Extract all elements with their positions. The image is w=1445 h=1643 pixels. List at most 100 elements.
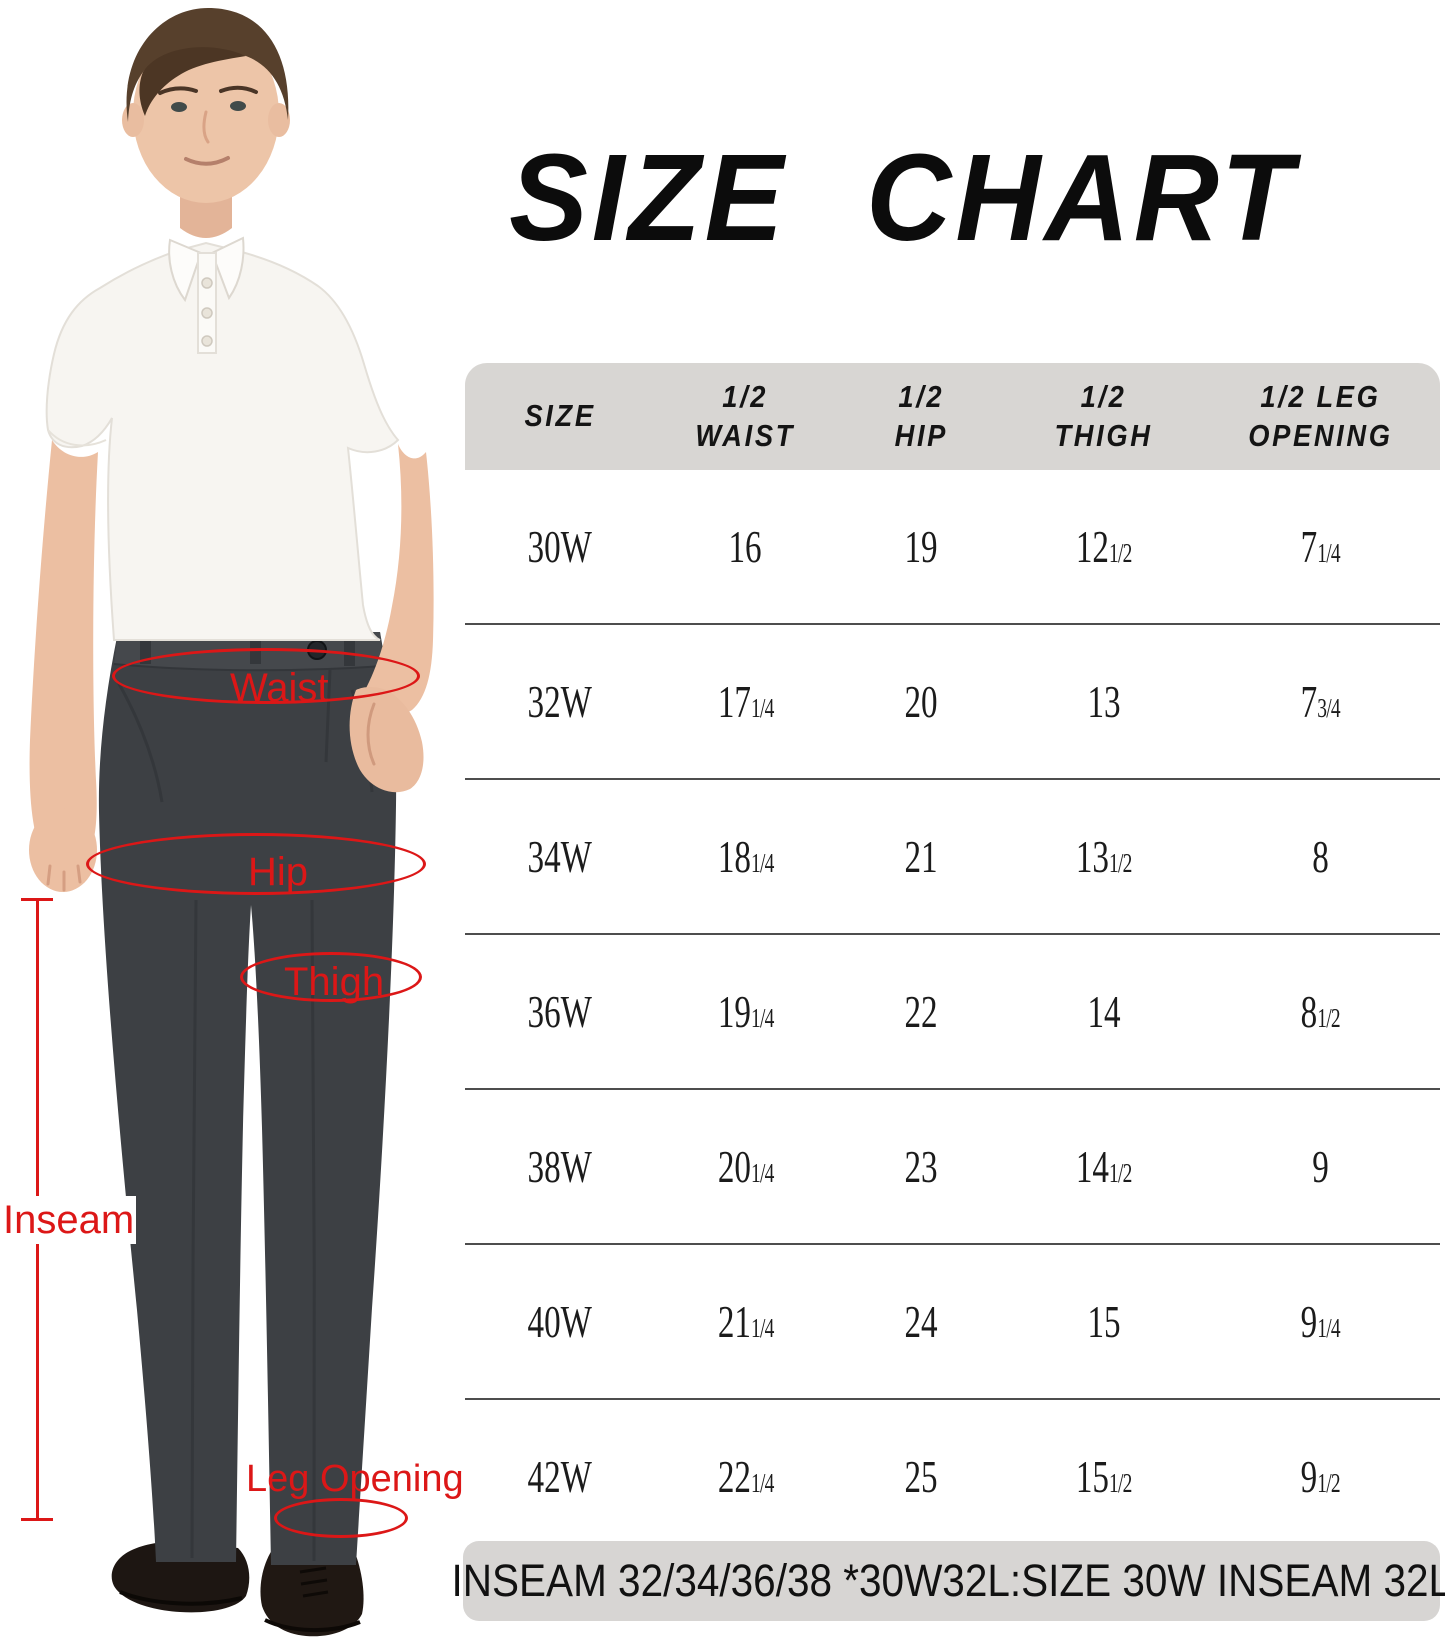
thigh-measure-ellipse [240, 952, 422, 1002]
measure-whole: 14 [1075, 1141, 1109, 1192]
measure-fraction: 1/4 [750, 1313, 774, 1343]
size-cell: 30W [465, 520, 655, 573]
leg-opening-cell: 81/2 [1201, 985, 1440, 1038]
column-header-half-leg-opening: 1/2 LEG OPENING [1215, 378, 1425, 456]
hip-cell: 19 [836, 520, 1007, 573]
measure-fraction: 1/2 [1317, 1003, 1341, 1033]
header-line: OPENING [1248, 417, 1393, 453]
measure-whole: 20 [904, 676, 938, 727]
measure-whole: 9 [1300, 1451, 1318, 1502]
thigh-cell: 121/2 [1006, 520, 1201, 573]
leg-opening-cell: 9 [1201, 1140, 1440, 1193]
measure-whole: 25 [904, 1451, 938, 1502]
measure-whole: 14 [1087, 986, 1121, 1037]
header-line: SIZE [524, 398, 596, 434]
leg-opening-cell: 91/2 [1201, 1450, 1440, 1503]
waist-measure-ellipse [112, 648, 420, 704]
size-table-header: SIZE 1/2 WAIST 1/2 HIP 1/2 THIGH 1/2 LEG… [465, 363, 1440, 470]
waist-cell: 191/4 [655, 985, 835, 1038]
size-value: 32W [527, 676, 593, 727]
inseam-label: Inseam [1, 1196, 137, 1244]
waist-cell: 211/4 [655, 1295, 835, 1348]
size-value: 34W [527, 831, 593, 882]
hip-measure-ellipse [86, 833, 426, 895]
table-row: 40W 211/4 24 15 91/4 [465, 1245, 1440, 1400]
inseam-footnote: INSEAM 32/34/36/38 *30W32L:SIZE 30W INSE… [451, 1555, 1445, 1606]
measure-whole: 15 [1087, 1296, 1121, 1347]
inseam-line-top-cap [21, 898, 53, 901]
header-line: 1/2 LEG [1260, 378, 1381, 414]
measure-fraction: 1/2 [1108, 848, 1132, 878]
table-row: 34W 181/4 21 131/2 8 [465, 780, 1440, 935]
column-header-size: SIZE [476, 397, 643, 436]
measure-fraction: 1/2 [1108, 1468, 1132, 1498]
waist-cell: 16 [655, 520, 835, 573]
measure-fraction: 1/4 [750, 693, 774, 723]
measure-fraction: 3/4 [1317, 693, 1341, 723]
leg-opening-cell: 8 [1201, 830, 1440, 883]
model-illustration [0, 0, 480, 1638]
leg-opening-label: Leg Opening [246, 1458, 464, 1500]
hip-cell: 24 [836, 1295, 1007, 1348]
column-header-half-thigh: 1/2 THIGH [1018, 378, 1190, 456]
measure-fraction: 1/4 [1317, 1313, 1341, 1343]
measure-fraction: 1/2 [1108, 1158, 1132, 1188]
waist-cell: 181/4 [655, 830, 835, 883]
measure-fraction: 1/2 [1108, 538, 1132, 568]
measure-whole: 23 [904, 1141, 938, 1192]
measure-fraction: 1/2 [1317, 1468, 1341, 1498]
header-line: 1/2 [722, 378, 769, 414]
measure-whole: 9 [1312, 1141, 1329, 1192]
size-value: 30W [527, 521, 593, 572]
table-row: 32W 171/4 20 13 73/4 [465, 625, 1440, 780]
column-header-half-hip: 1/2 HIP [846, 378, 996, 456]
table-row: 30W 16 19 121/2 71/4 [465, 470, 1440, 625]
header-line: HIP [894, 417, 948, 453]
table-row: 42W 221/4 25 151/2 91/2 [465, 1400, 1440, 1553]
hip-cell: 23 [836, 1140, 1007, 1193]
thigh-label: Thigh [284, 960, 385, 1004]
size-cell: 34W [465, 830, 655, 883]
measure-fraction: 1/4 [750, 1468, 774, 1498]
measure-fraction: 1/4 [750, 848, 774, 878]
measure-whole: 22 [904, 986, 938, 1037]
measure-fraction: 1/4 [750, 1158, 774, 1188]
thigh-cell: 14 [1006, 985, 1201, 1038]
table-row: 38W 201/4 23 141/2 9 [465, 1090, 1440, 1245]
leg-opening-cell: 91/4 [1201, 1295, 1440, 1348]
measure-whole: 24 [904, 1296, 938, 1347]
measure-whole: 19 [717, 986, 751, 1037]
header-line: WAIST [695, 417, 796, 453]
measure-whole: 17 [717, 676, 751, 727]
measure-whole: 8 [1300, 986, 1318, 1037]
measure-whole: 21 [717, 1296, 751, 1347]
hip-cell: 21 [836, 830, 1007, 883]
measure-whole: 18 [717, 831, 751, 882]
measure-whole: 13 [1087, 676, 1121, 727]
measure-whole: 21 [904, 831, 938, 882]
thigh-cell: 151/2 [1006, 1450, 1201, 1503]
model-figure-drawing [29, 8, 434, 1637]
footnote-band: INSEAM 32/34/36/38 *30W32L:SIZE 30W INSE… [452, 1541, 1445, 1621]
leg-opening-cell: 71/4 [1201, 520, 1440, 573]
measure-fraction: 1/4 [1317, 538, 1341, 568]
measure-whole: 13 [1075, 831, 1109, 882]
leg-opening-cell: 73/4 [1201, 675, 1440, 728]
waist-cell: 171/4 [655, 675, 835, 728]
size-table: SIZE 1/2 WAIST 1/2 HIP 1/2 THIGH 1/2 LEG… [465, 363, 1440, 1553]
hip-cell: 25 [836, 1450, 1007, 1503]
size-value: 36W [527, 986, 593, 1037]
hip-cell: 22 [836, 985, 1007, 1038]
header-line: THIGH [1054, 417, 1153, 453]
leg-opening-measure-ellipse [274, 1498, 408, 1538]
measure-fraction: 1/4 [750, 1003, 774, 1033]
measure-whole: 7 [1300, 521, 1318, 572]
size-value: 40W [527, 1296, 593, 1347]
page-title: SIZE CHART [509, 128, 1297, 268]
waist-label: Waist [230, 666, 329, 710]
measure-whole: 20 [717, 1141, 751, 1192]
measure-whole: 22 [717, 1451, 751, 1502]
header-line: 1/2 [1080, 378, 1127, 414]
inseam-line-bottom-cap [21, 1518, 53, 1521]
